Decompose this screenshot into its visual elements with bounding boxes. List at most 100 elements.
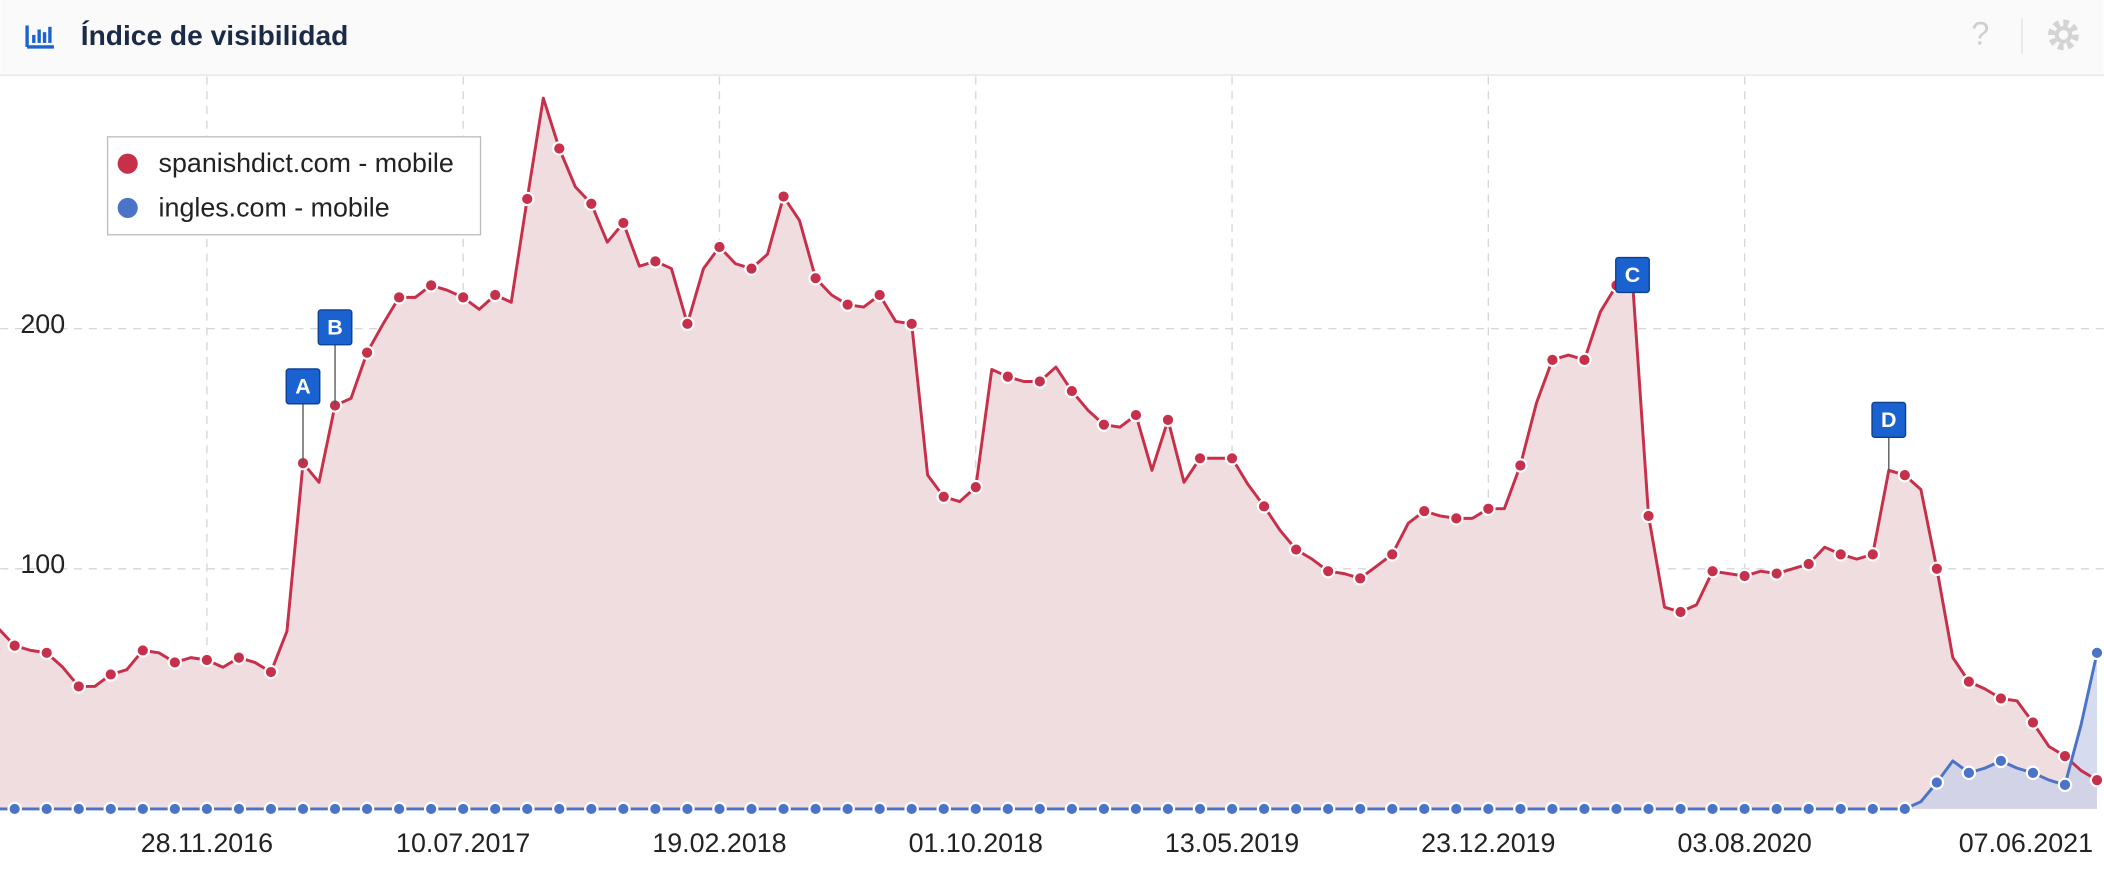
data-point xyxy=(1545,352,1560,368)
data-point xyxy=(1384,801,1400,817)
data-point xyxy=(936,489,951,504)
data-point xyxy=(1417,801,1432,817)
data-point xyxy=(552,801,567,817)
data-point xyxy=(1000,801,1016,817)
data-point xyxy=(648,254,663,269)
data-point xyxy=(199,801,215,817)
data-point xyxy=(1577,801,1592,817)
data-point xyxy=(1481,501,1496,516)
data-point xyxy=(391,801,407,817)
data-point xyxy=(295,801,311,817)
data-point xyxy=(391,290,407,305)
data-point xyxy=(1513,458,1528,473)
data-point xyxy=(1256,499,1272,514)
x-tick-label: 23.12.2019 xyxy=(1421,828,1555,858)
data-point xyxy=(904,316,919,332)
data-point xyxy=(1865,801,1881,817)
data-point xyxy=(199,652,215,668)
data-point xyxy=(712,801,727,817)
widget-title: Índice de visibilidad xyxy=(81,19,349,51)
data-point xyxy=(1929,561,1945,577)
data-point xyxy=(968,801,984,817)
data-point xyxy=(1352,571,1368,586)
data-point xyxy=(840,801,855,817)
data-point xyxy=(712,239,727,255)
data-point xyxy=(1288,801,1304,817)
data-point xyxy=(744,801,759,817)
data-point xyxy=(744,261,759,276)
data-point xyxy=(1993,691,2009,706)
data-point xyxy=(1897,801,1913,817)
data-point xyxy=(840,297,855,312)
data-point xyxy=(1705,563,1720,579)
chart-icon xyxy=(25,25,54,49)
data-point xyxy=(1737,801,1752,817)
legend: spanishdict.com - mobile ingles.com - mob… xyxy=(106,136,482,236)
data-point xyxy=(1000,369,1016,384)
data-point xyxy=(520,801,535,817)
data-point xyxy=(71,801,86,817)
header-bar xyxy=(0,0,2104,76)
data-point xyxy=(1961,765,1977,781)
x-tick-label: 10.07.2017 xyxy=(396,828,530,858)
data-point xyxy=(455,801,471,817)
data-point xyxy=(1769,801,1784,817)
data-point xyxy=(904,801,919,817)
data-point xyxy=(808,801,823,817)
data-point xyxy=(2089,772,2104,788)
data-point xyxy=(1192,451,1208,466)
data-point xyxy=(1224,801,1240,817)
data-point xyxy=(1192,801,1208,817)
data-point xyxy=(1481,801,1496,817)
data-point xyxy=(359,801,375,817)
data-point xyxy=(231,650,247,665)
legend-box xyxy=(106,136,482,236)
data-point xyxy=(1673,801,1688,817)
y-tick-label: 100 xyxy=(20,549,65,579)
data-point xyxy=(1256,801,1272,817)
help-button[interactable]: ? xyxy=(1971,16,1989,52)
data-point xyxy=(1032,374,1048,389)
data-point xyxy=(1801,801,1816,817)
data-point xyxy=(1096,417,1112,432)
data-point xyxy=(2057,777,2073,793)
data-point xyxy=(135,643,151,658)
data-point xyxy=(455,290,471,305)
settings-button[interactable] xyxy=(2048,19,2079,51)
data-point xyxy=(680,801,695,817)
data-point xyxy=(1641,801,1656,817)
data-point xyxy=(71,679,86,694)
data-point xyxy=(1577,352,1592,368)
data-point xyxy=(423,801,439,817)
annotation-label: D xyxy=(1881,408,1897,432)
data-point xyxy=(327,801,343,817)
data-point xyxy=(1320,563,1336,579)
legend-marker xyxy=(117,153,138,174)
annotation-box xyxy=(317,309,353,346)
x-tick-label: 07.06.2021 xyxy=(1959,828,2093,858)
data-point xyxy=(936,801,951,817)
x-tick-label: 28.11.2016 xyxy=(141,828,273,858)
data-point xyxy=(1128,407,1144,423)
data-point xyxy=(1352,801,1368,817)
data-point xyxy=(1449,801,1464,817)
data-point xyxy=(776,189,791,204)
data-point xyxy=(808,270,823,286)
data-point xyxy=(1641,508,1656,524)
data-point xyxy=(648,801,663,817)
data-point xyxy=(552,141,567,156)
data-point xyxy=(1449,511,1464,526)
data-point xyxy=(680,316,695,332)
legend-label: ingles.com - mobile xyxy=(159,192,390,222)
x-tick-label: 13.05.2019 xyxy=(1165,828,1299,858)
data-point xyxy=(1128,801,1144,817)
data-point xyxy=(1833,547,1848,562)
data-point xyxy=(1064,383,1080,399)
x-tick-label: 03.08.2020 xyxy=(1677,828,1811,858)
data-point xyxy=(776,801,791,817)
data-point xyxy=(103,667,119,682)
data-point xyxy=(231,801,247,817)
data-point xyxy=(1064,801,1080,817)
